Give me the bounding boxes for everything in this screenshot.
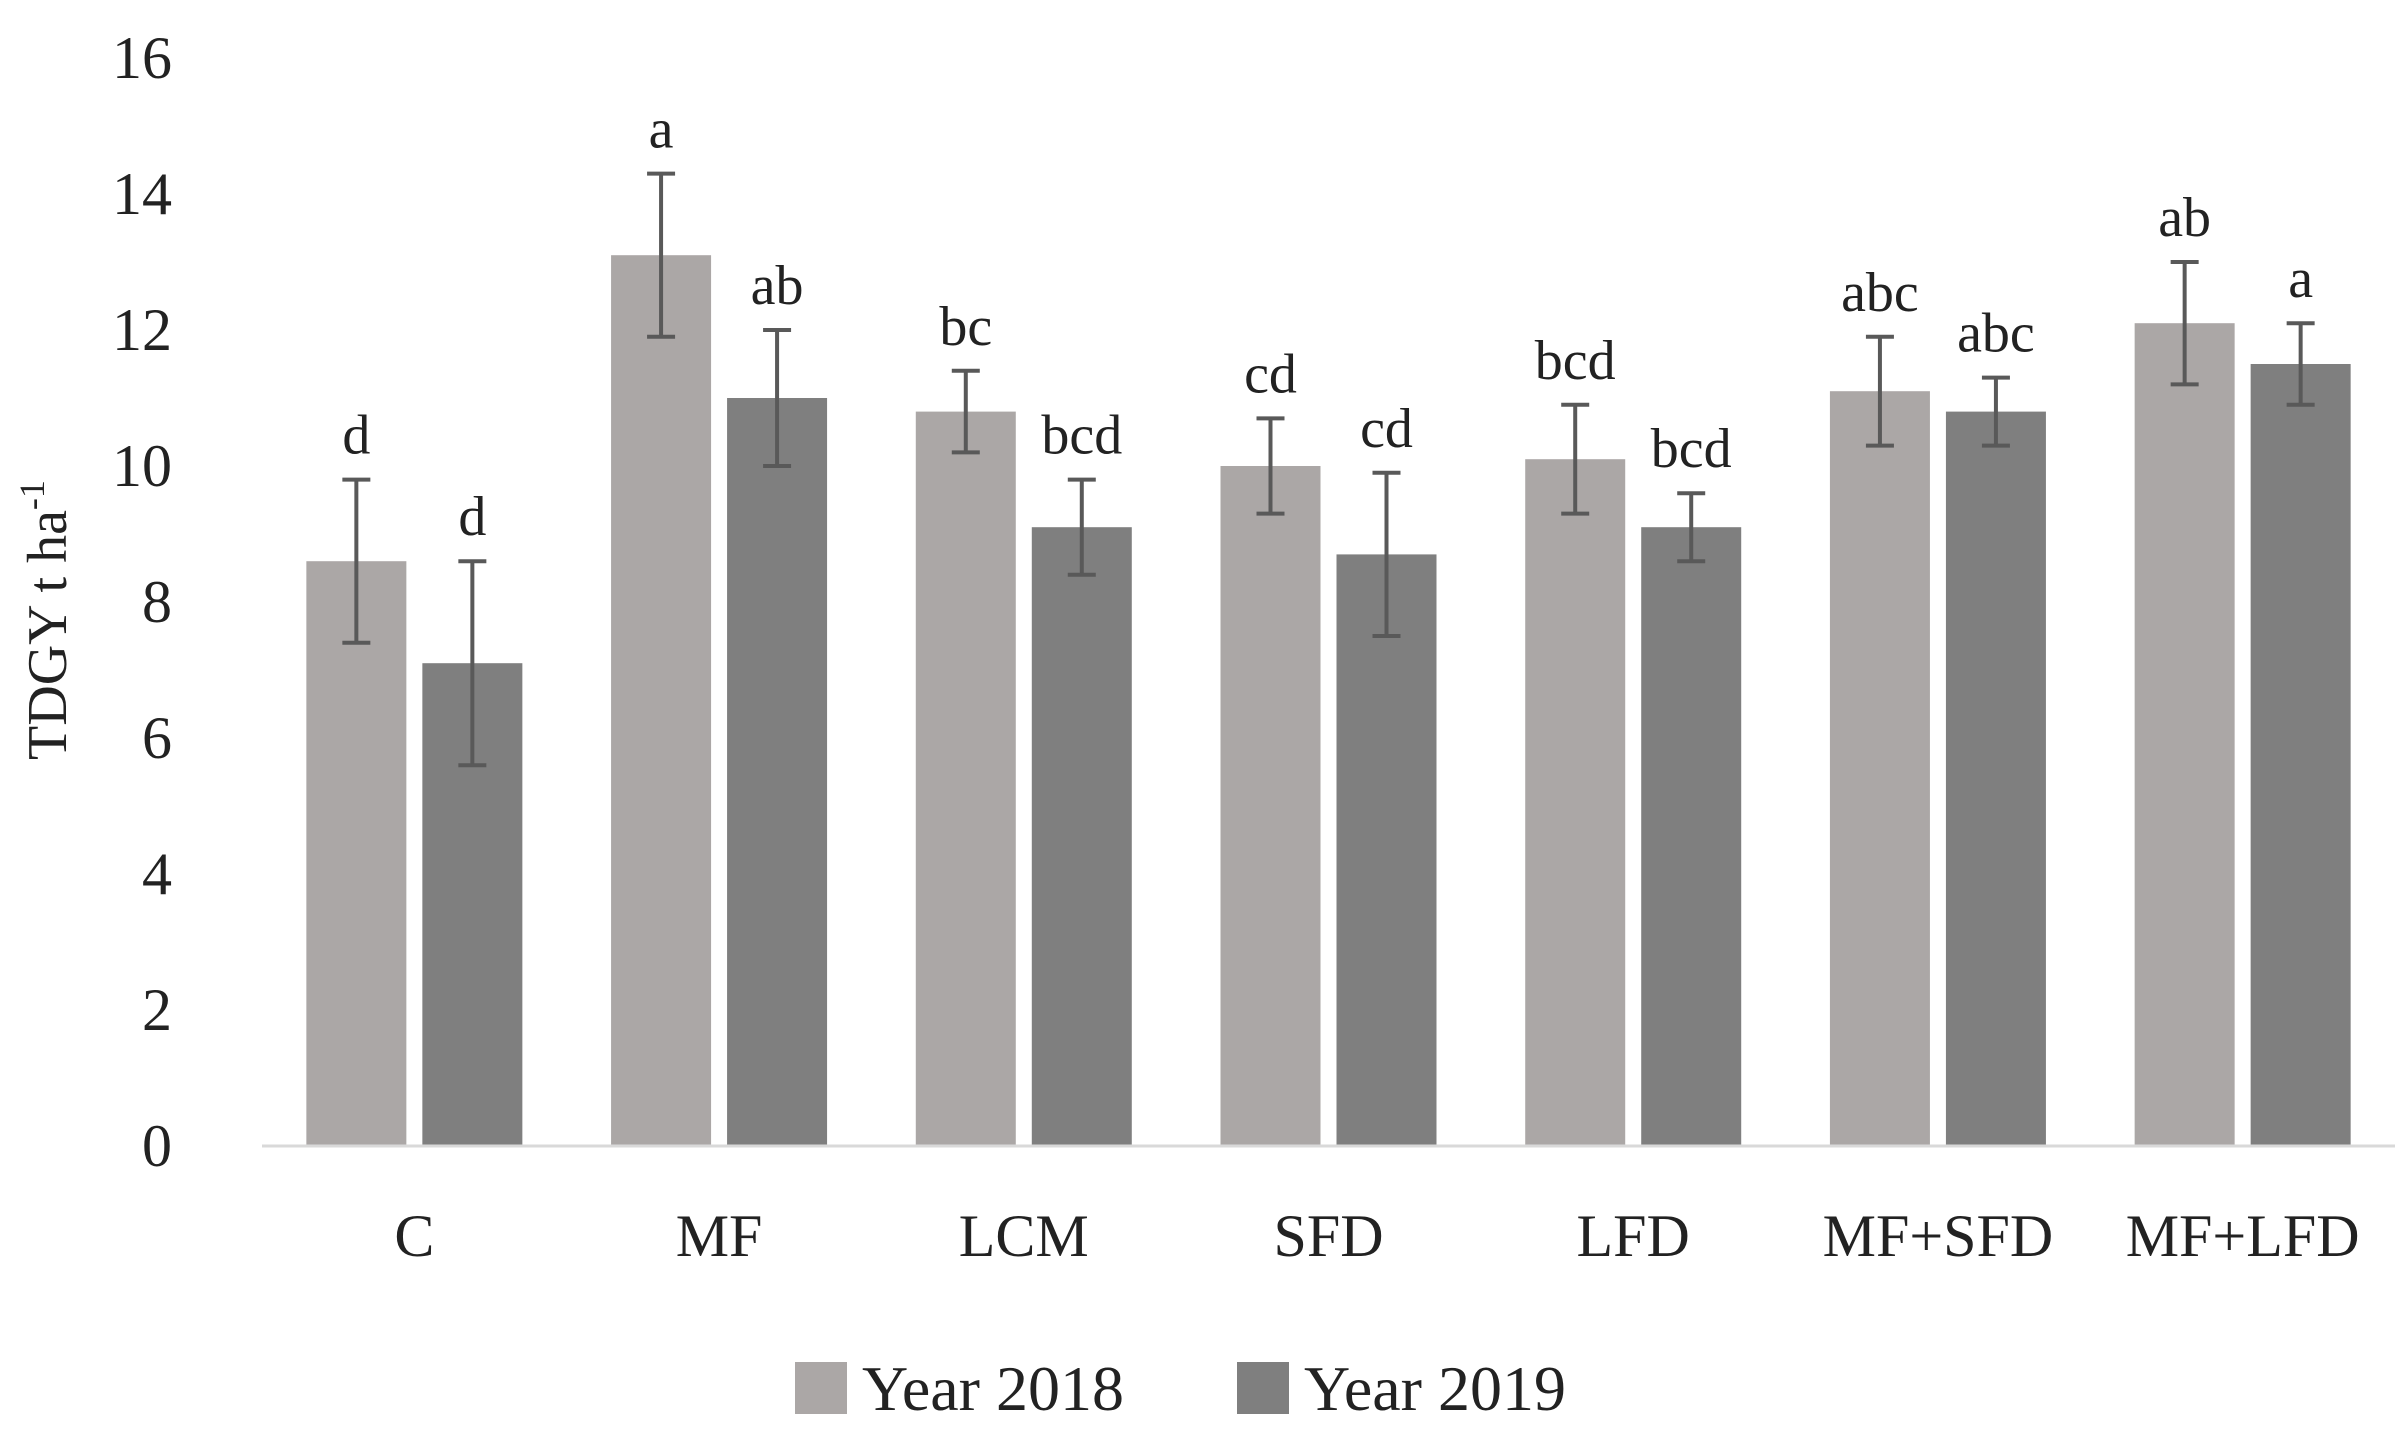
bar-MF+LFD-Year-2018 [2134,323,2235,1146]
bar-MF-Year-2019 [727,398,828,1146]
y-tick-label-0: 0 [142,1113,172,1179]
legend-label: Year 2018 [862,1353,1124,1424]
category-label-MF+LFD: MF+LFD [2126,1203,2360,1269]
bar-MF-Year-2018 [611,255,712,1146]
y-axis-title-superscript: -1 [12,480,52,510]
bar-LCM-Year-2018 [915,411,1016,1147]
error-bar-SFD-Year-2019 [1372,470,1401,638]
legend-item-Year-2018: Year 2018 [795,1353,1124,1424]
bar-LCM-Year-2019 [1031,527,1132,1146]
error-bar-C-Year-2019 [458,559,487,768]
bar-SFD-Year-2019 [1336,554,1437,1146]
error-bars [342,171,2315,768]
category-label-LFD: LFD [1577,1203,1690,1269]
significance-label-LFD-Year-2019: bcd [1651,418,1732,480]
error-bar-C-Year-2018 [342,477,371,645]
category-label-C: C [394,1203,434,1269]
significance-label-LFD-Year-2018: bcd [1535,330,1616,392]
y-tick-label-6: 6 [142,705,172,771]
error-bar-LCM-Year-2018 [951,368,980,455]
significance-label-C-Year-2018: d [342,405,370,467]
y-tick-label-12: 12 [112,297,172,363]
significance-label-SFD-Year-2018: cd [1244,343,1297,405]
y-axis-ticks: 0 2 4 6 8 10 12 14 16 [112,25,172,1179]
error-bar-MF+LFD-Year-2018 [2170,260,2199,387]
legend-item-Year-2019: Year 2019 [1237,1353,1566,1424]
error-bar-MF+SFD-Year-2019 [1981,375,2010,448]
category-label-MF+SFD: MF+SFD [1823,1203,2054,1269]
significance-label-MF+SFD-Year-2018: abc [1841,262,1919,324]
category-label-MF: MF [676,1203,763,1269]
bar-series [306,255,2351,1147]
significance-label-MF+SFD-Year-2019: abc [1957,303,2035,365]
y-tick-label-8: 8 [142,569,172,635]
significance-label-LCM-Year-2019: bcd [1041,405,1122,467]
y-tick-label-14: 14 [112,161,172,227]
bar-C-Year-2018 [306,561,407,1146]
category-label-LCM: LCM [959,1203,1089,1269]
significance-label-SFD-Year-2019: cd [1360,398,1413,460]
significance-label-MF+LFD-Year-2018: ab [2158,187,2211,249]
bar-LFD-Year-2019 [1641,527,1742,1146]
legend-swatch [795,1362,847,1414]
significance-label-C-Year-2019: d [458,486,486,548]
bar-SFD-Year-2018 [1220,466,1321,1146]
y-axis-title: TDGY t ha-1 [12,480,79,760]
error-bar-LFD-Year-2018 [1561,402,1590,516]
y-tick-label-2: 2 [142,977,172,1043]
legend: Year 2018 Year 2019 [795,1353,1566,1424]
legend-label: Year 2019 [1304,1353,1566,1424]
error-bar-MF-Year-2019 [763,328,792,468]
significance-label-MF+LFD-Year-2019: a [2288,248,2313,310]
bar-LFD-Year-2018 [1525,459,1626,1146]
significance-label-MF-Year-2019: ab [751,255,804,317]
y-tick-label-10: 10 [112,433,172,499]
error-bar-MF-Year-2018 [647,171,676,339]
y-tick-label-16: 16 [112,25,172,91]
x-axis-category-labels: C MF LCM SFD LFD MF+SFD MF+LFD [394,1203,2359,1269]
significance-label-LCM-Year-2018: bc [939,296,992,358]
y-tick-label-4: 4 [142,841,172,907]
legend-swatch [1237,1362,1289,1414]
bar-MF+SFD-Year-2018 [1829,391,1930,1146]
error-bar-MF+LFD-Year-2019 [2286,321,2315,407]
significance-label-MF-Year-2018: a [649,99,674,161]
category-label-SFD: SFD [1273,1203,1383,1269]
error-bar-LFD-Year-2019 [1677,491,1706,564]
error-bar-SFD-Year-2018 [1256,416,1285,516]
error-bar-MF+SFD-Year-2018 [1865,334,1894,448]
error-bar-LCM-Year-2019 [1067,477,1096,577]
bar-MF+LFD-Year-2019 [2250,364,2351,1146]
bar-MF+SFD-Year-2019 [1945,411,2046,1147]
